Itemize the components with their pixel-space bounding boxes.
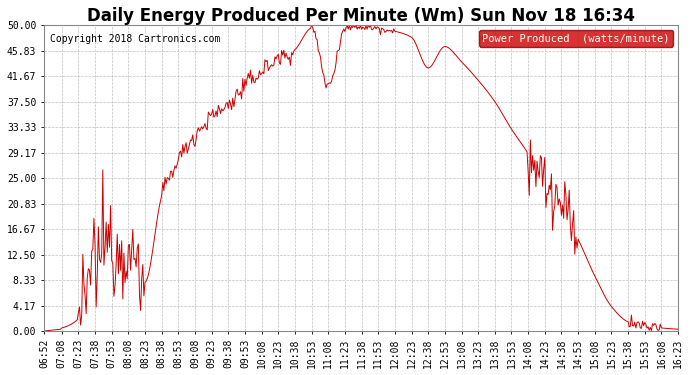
- Title: Daily Energy Produced Per Minute (Wm) Sun Nov 18 16:34: Daily Energy Produced Per Minute (Wm) Su…: [87, 7, 635, 25]
- Text: Copyright 2018 Cartronics.com: Copyright 2018 Cartronics.com: [50, 34, 221, 44]
- Legend: Power Produced  (watts/minute): Power Produced (watts/minute): [479, 30, 673, 46]
